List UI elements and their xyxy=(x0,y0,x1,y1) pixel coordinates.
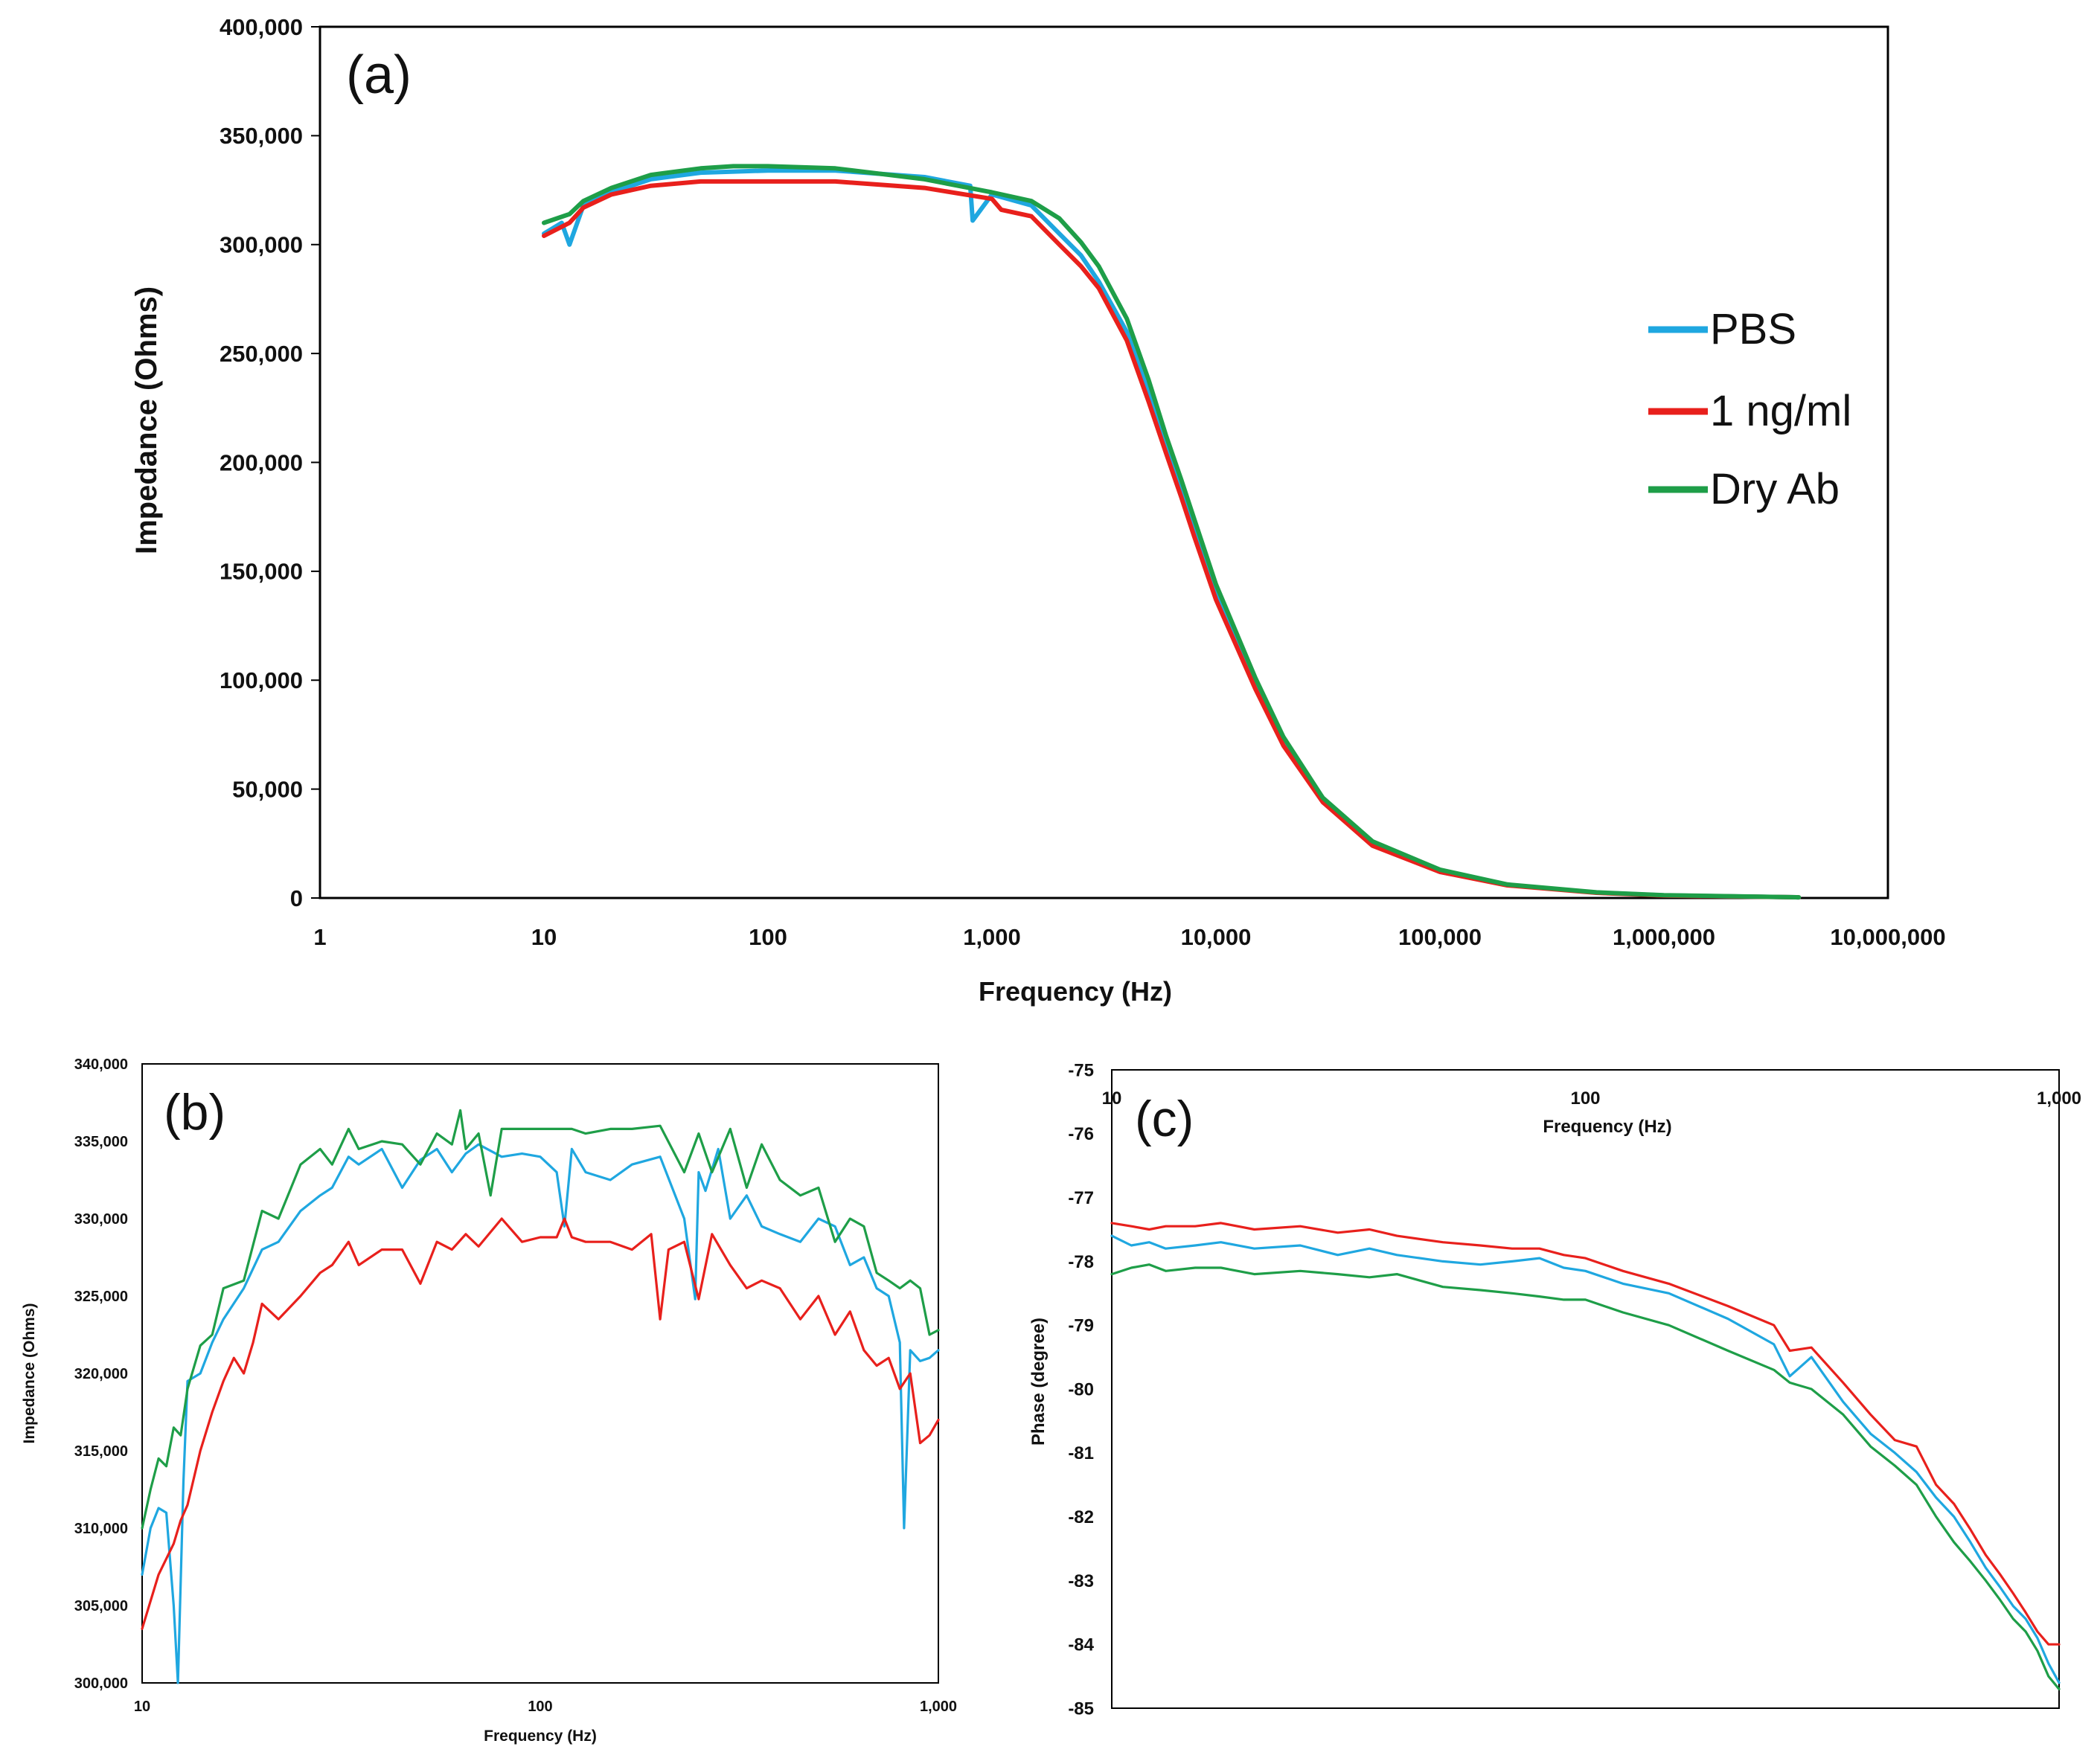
panel-c-y-tick-label: -82 xyxy=(1068,1507,1094,1527)
panel-a-label: (a) xyxy=(346,45,412,105)
panel-c-y-tick-label: -75 xyxy=(1068,1060,1094,1080)
panel-b-x-axis-title: Frequency (Hz) xyxy=(484,1728,597,1745)
panel-a-impedance-chart: 0 50,000 100,000 150,000 200,000 250,000 300,0… xyxy=(130,14,1946,1007)
panel-a-series xyxy=(542,164,1802,900)
panel-b-series-line-dry-ab xyxy=(141,1109,940,1530)
panel-a-x-tick-label: 100,000 xyxy=(1398,924,1482,950)
panel-b-y-axis-title: Impedance (Ohms) xyxy=(21,1303,38,1443)
panel-a-plot-frame xyxy=(318,25,1889,899)
panel-a-x-axis-title: Frequency (Hz) xyxy=(979,976,1172,1007)
legend-label-pbs: PBS xyxy=(1710,305,1796,353)
legend-label-dry-ab: Dry Ab xyxy=(1710,465,1840,513)
panel-b-y-tick-label: 325,000 xyxy=(74,1289,128,1305)
panel-a-y-tick-label: 200,000 xyxy=(220,449,303,475)
panel-b-plot-frame xyxy=(141,1063,939,1684)
panel-a-y-axis-title: Impedance (Ohms) xyxy=(130,286,163,554)
panel-c-x-tick-label: 100 xyxy=(1570,1088,1600,1109)
panel-a-y-tick-label: 400,000 xyxy=(220,14,303,40)
panel-b-series-line-pbs xyxy=(141,1143,940,1684)
panel-c-y-tick-label: -80 xyxy=(1068,1379,1094,1399)
panel-c-y-tick-label: -81 xyxy=(1068,1443,1094,1463)
panel-b-impedance-zoom-chart: 300,000 305,000 310,000 315,000 320,000 325,0… xyxy=(21,1056,957,1745)
panel-a-y-tick-label: 250,000 xyxy=(220,341,303,367)
panel-c-plot-frame xyxy=(1111,1069,2060,1709)
panel-c-series xyxy=(1110,1222,2061,1690)
panel-a-series-line-pbs xyxy=(542,168,1802,900)
panel-c-y-tick-label: -79 xyxy=(1068,1316,1094,1336)
panel-a-x-tick-label: 1,000 xyxy=(963,924,1021,950)
panel-a-y-tick-label: 150,000 xyxy=(220,559,303,585)
panel-b-y-tick-label: 335,000 xyxy=(74,1134,128,1150)
panel-b-y-tick-label: 330,000 xyxy=(74,1211,128,1228)
panel-c-series-line-pbs xyxy=(1110,1234,2061,1684)
panel-c-y-axis-title: Phase (degree) xyxy=(1028,1318,1049,1446)
panel-c-series-line-dry-ab xyxy=(1110,1263,2061,1690)
panel-c-phase-chart: -75-76-77-78-79-80-81-82-83-84-85 10 100 1… xyxy=(1028,1060,2081,1719)
panel-c-label: (c) xyxy=(1135,1091,1194,1147)
panel-c-x-tick-label: 1,000 xyxy=(2037,1088,2081,1109)
panel-b-y-tick-label: 300,000 xyxy=(74,1675,128,1692)
panel-c-y-tick-label: -77 xyxy=(1068,1188,1094,1208)
panel-b-x-tick-label: 10 xyxy=(134,1699,150,1715)
panel-b-y-tick-label: 310,000 xyxy=(74,1521,128,1537)
panel-c-series-line-1-ng-ml xyxy=(1110,1222,2061,1646)
panel-b-y-ticks: 300,000 305,000 310,000 315,000 320,000 325,0… xyxy=(74,1056,128,1692)
panel-c-y-tick-label: -76 xyxy=(1068,1124,1094,1144)
panel-c-x-tick-label: 10 xyxy=(1102,1088,1122,1109)
panel-b-y-tick-label: 305,000 xyxy=(74,1598,128,1614)
panel-a-y-tick-label: 350,000 xyxy=(220,123,303,149)
panel-b-x-tick-label: 1,000 xyxy=(920,1699,957,1715)
panel-c-y-tick-label: -78 xyxy=(1068,1252,1094,1272)
panel-a-x-ticks: 1 10 100 1,000 10,000 100,000 1,000,000 10,000,… xyxy=(313,924,1945,950)
panel-a-x-tick-label: 1 xyxy=(313,924,326,950)
panel-a-x-tick-label: 10,000,000 xyxy=(1830,924,1945,950)
panel-a-x-tick-label: 100 xyxy=(749,924,787,950)
panel-c-y-tick-label: -85 xyxy=(1068,1699,1094,1719)
panel-a-y-ticks: 0 50,000 100,000 150,000 200,000 250,000 300,0… xyxy=(220,14,320,911)
panel-a-x-tick-label: 10 xyxy=(531,924,557,950)
panel-a-series-line-1-ng-ml xyxy=(542,179,1802,900)
panel-a-x-tick-label: 10,000 xyxy=(1181,924,1252,950)
panel-b-x-tick-label: 100 xyxy=(528,1699,552,1715)
panel-c-x-ticks: 10 100 1,000 xyxy=(1102,1088,2081,1109)
panel-a-y-tick-label: 100,000 xyxy=(220,667,303,693)
panel-b-series xyxy=(141,1109,940,1684)
panel-c-y-tick-label: -83 xyxy=(1068,1571,1094,1591)
panel-b-y-tick-label: 320,000 xyxy=(74,1366,128,1382)
panel-a-y-tick-label: 0 xyxy=(290,885,303,911)
legend-label-1ng-ml: 1 ng/ml xyxy=(1710,387,1851,435)
panel-c-y-ticks: -75 -76 -77 -78 -79 -80 -81 -82 -83 -84 -85 xyxy=(1068,1060,1094,1719)
panel-a-y-tick-label: 300,000 xyxy=(220,232,303,258)
panel-a-x-tick-label: 1,000,000 xyxy=(1613,924,1715,950)
panel-a-series-line-dry-ab xyxy=(542,164,1802,900)
panel-b-x-ticks: 10 100 1,000 xyxy=(134,1699,957,1715)
panel-c-x-axis-title: Frequency (Hz) xyxy=(1543,1117,1671,1137)
panel-a-legend: PBS 1 ng/ml Dry Ab xyxy=(1648,305,1851,513)
panel-a-y-tick-label: 50,000 xyxy=(232,776,303,802)
panel-b-y-tick-label: 340,000 xyxy=(74,1056,128,1073)
panel-c-y-tick-label: -84 xyxy=(1068,1635,1094,1655)
panel-b-y-tick-label: 315,000 xyxy=(74,1443,128,1460)
panel-b-series-line-1-ng-ml xyxy=(141,1217,940,1630)
panel-b-label: (b) xyxy=(164,1084,225,1141)
